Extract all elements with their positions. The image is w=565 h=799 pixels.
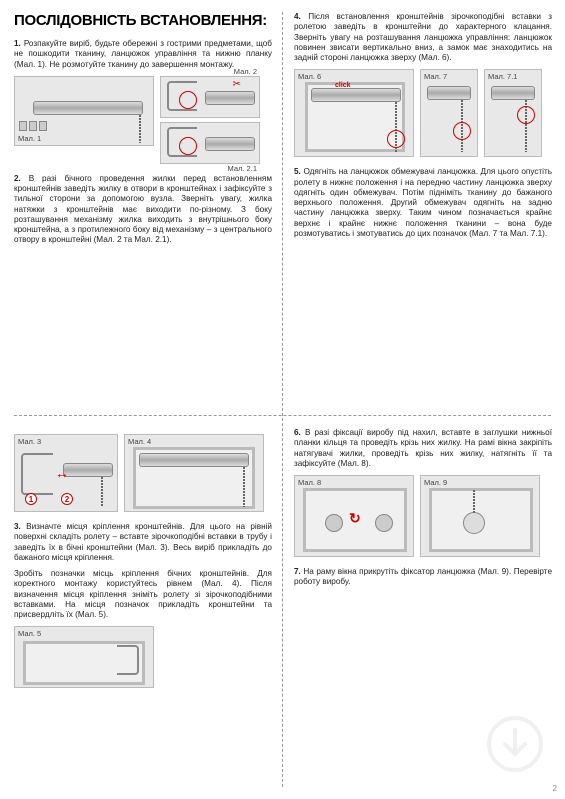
figure-5: Мал. 5 [14, 626, 154, 688]
figure-4: Мал. 4 [124, 434, 264, 512]
figure-21-label: Мал. 2.1 [228, 164, 257, 173]
column-right-top: 4. Після встановлення кронштейнів зірочк… [294, 12, 552, 245]
figures-row-5: Мал. 5 [14, 626, 272, 688]
step-3a: 3. Визначте місця кріплення кронштейнів.… [14, 522, 272, 563]
figure-2-label: Мал. 2 [234, 67, 257, 76]
figure-5-label: Мал. 5 [18, 629, 41, 638]
figure-2: Мал. 2 ✂ [160, 76, 260, 118]
step-5: 5. Одягніть на ланцюжок обмежувачі ланцю… [294, 167, 552, 239]
step-3a-text: Визначте місця кріплення кронштейнів. Дл… [14, 522, 272, 562]
figure-3: Мал. 3 ↔ 1 2 [14, 434, 118, 512]
divider-vertical [282, 12, 283, 787]
step-3b-text: Зробіть позначки місць кріплення бічних … [14, 569, 272, 619]
figure-7: Мал. 7 [420, 69, 478, 157]
figure-8: Мал. 8 ↻ [294, 475, 414, 557]
step-1-text: Розпакуйте виріб, будьте обережні з гост… [14, 39, 272, 69]
divider-horizontal [14, 415, 551, 416]
figure-9: Мал. 9 [420, 475, 540, 557]
step-4-text: Після встановлення кронштейнів зірочкопо… [294, 12, 552, 62]
step-6-text: В разі фіксації виробу під нахил, вставт… [294, 428, 552, 468]
figure-3-label: Мал. 3 [18, 437, 41, 446]
figures-row-3: Мал. 3 ↔ 1 2 Мал. 4 [14, 434, 272, 512]
figure-9-label: Мал. 9 [424, 478, 447, 487]
page-title: ПОСЛІДОВНІСТЬ ВСТАНОВЛЕННЯ: [14, 12, 272, 29]
instruction-page: ПОСЛІДОВНІСТЬ ВСТАНОВЛЕННЯ: 1. Розпакуйт… [0, 0, 565, 799]
figure-1: Мал. 1 [14, 76, 154, 146]
step-2-text: В разі бічного проведення жилки перед вс… [14, 174, 272, 245]
figure-6-label: Мал. 6 [298, 72, 321, 81]
figure-7-1: Мал. 7.1 [484, 69, 542, 157]
step-2: 2. В разі бічного проведення жилки перед… [14, 174, 272, 246]
figures-row-6: Мал. 8 ↻ Мал. 9 [294, 475, 552, 557]
step-7: 7. На раму вікна прикрутіть фіксатор лан… [294, 567, 552, 588]
step-7-text: На раму вікна прикрутіть фіксатор ланцюж… [294, 567, 552, 586]
figure-4-label: Мал. 4 [128, 437, 151, 446]
step-4: 4. Після встановлення кронштейнів зірочк… [294, 12, 552, 63]
figure-8-label: Мал. 8 [298, 478, 321, 487]
step-5-text: Одягніть на ланцюжок обмежувачі ланцюжка… [294, 167, 552, 238]
figure-7-label: Мал. 7 [424, 72, 447, 81]
watermark-icon [485, 714, 545, 774]
step-1: 1. Розпакуйте виріб, будьте обережні з г… [14, 39, 272, 70]
figures-row-4: Мал. 6 click Мал. 7 Мал. 7.1 [294, 69, 552, 157]
column-left-bottom: Мал. 3 ↔ 1 2 Мал. 4 3. Визначте місця кр… [14, 428, 272, 698]
column-left-top: ПОСЛІДОВНІСТЬ ВСТАНОВЛЕННЯ: 1. Розпакуйт… [14, 12, 272, 252]
figure-2-1: Мал. 2.1 [160, 122, 260, 164]
column-right-bottom: 6. В разі фіксації виробу під нахил, вст… [294, 428, 552, 594]
page-number: 2 [553, 784, 557, 793]
click-label: click [335, 82, 351, 89]
step-3b: Зробіть позначки місць кріплення бічних … [14, 569, 272, 620]
figure-71-label: Мал. 7.1 [488, 72, 517, 81]
step-6: 6. В разі фіксації виробу під нахил, вст… [294, 428, 552, 469]
figure-6: Мал. 6 click [294, 69, 414, 157]
figure-1-label: Мал. 1 [18, 134, 41, 143]
figures-row-1: Мал. 1 Мал. 2 ✂ Мал. 2.1 [14, 76, 272, 164]
